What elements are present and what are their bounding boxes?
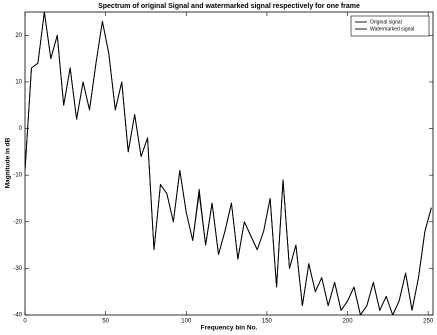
y-tick-label: 10 — [15, 80, 22, 86]
y-tick-label: -20 — [13, 219, 22, 225]
y-axis-label: Magnitude in dB — [5, 137, 12, 188]
y-tick-label: -10 — [13, 173, 22, 179]
x-axis-label: Frequency bin No. — [201, 325, 258, 332]
chart-title: Spectrum of original Signal and watermar… — [98, 3, 360, 10]
legend-label: Watermarked signal — [370, 26, 414, 32]
x-tick-label: 50 — [102, 319, 109, 325]
x-tick-label: 200 — [343, 319, 354, 325]
series-line — [25, 12, 432, 315]
plot-area — [25, 12, 432, 315]
x-tick-label: 250 — [423, 319, 434, 325]
legend-box — [350, 15, 430, 37]
x-tick-label: 150 — [262, 319, 273, 325]
x-tick-label: 100 — [181, 319, 192, 325]
y-tick-label: 20 — [15, 33, 22, 39]
y-tick-label: -30 — [13, 266, 22, 272]
y-tick-label: -40 — [13, 313, 22, 319]
legend-label: Original signal — [370, 19, 402, 25]
y-tick-label: 0 — [19, 126, 23, 132]
x-tick-label: 0 — [23, 319, 27, 325]
axes-box — [24, 11, 434, 316]
